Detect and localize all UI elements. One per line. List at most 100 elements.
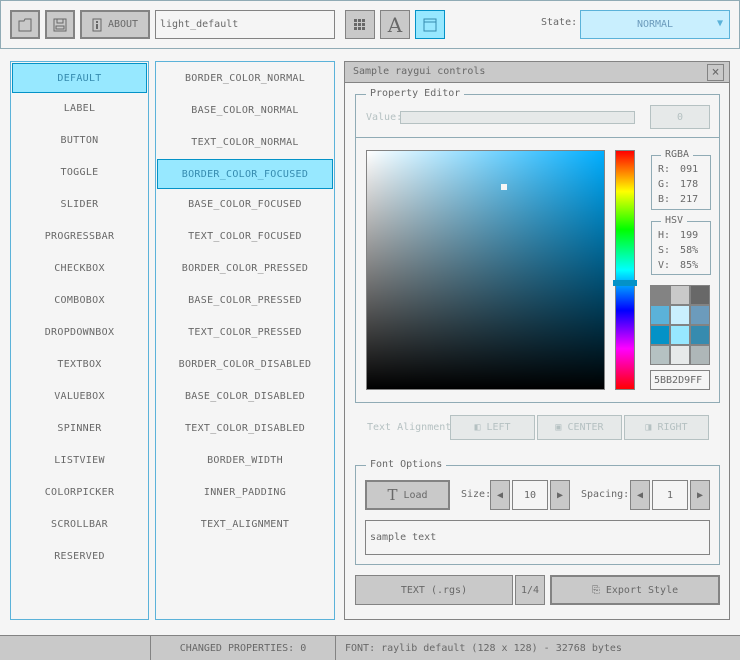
color-panel[interactable] (366, 150, 605, 390)
status-changed-properties: CHANGED PROPERTIES: 0 (151, 636, 336, 660)
spacing-decrement-button[interactable]: ◀ (630, 480, 650, 510)
hue-slider-handle[interactable] (613, 279, 637, 286)
color-swatch (691, 326, 709, 344)
load-label: Load (403, 489, 428, 501)
size-increment-button[interactable]: ▶ (550, 480, 570, 510)
folder-icon (18, 18, 32, 31)
export-text-button[interactable]: TEXT (.rgs) (355, 575, 513, 605)
state-dropdown[interactable]: NORMAL ▼ (580, 10, 730, 39)
color-swatch (691, 346, 709, 364)
property-item[interactable]: BASE_COLOR_NORMAL (191, 104, 299, 116)
export-style-button[interactable]: ⎘ Export Style (550, 575, 720, 605)
property-item[interactable]: TEXT_COLOR_DISABLED (184, 422, 306, 434)
font-toggle[interactable]: A (380, 10, 410, 39)
sample-text-input[interactable]: sample text (365, 520, 710, 555)
property-item[interactable]: BORDER_COLOR_PRESSED (181, 262, 309, 274)
g-value: 178 (680, 179, 699, 190)
grid-icon (354, 18, 365, 30)
s-label: S: (658, 245, 671, 256)
r-label: R: (658, 164, 671, 175)
align-right-button[interactable]: ◨ RIGHT (624, 415, 709, 440)
color-swatch (671, 286, 689, 304)
status-left (0, 636, 151, 660)
property-item[interactable]: TEXT_COLOR_FOCUSED (188, 230, 302, 242)
controls-listview[interactable]: DEFAULT LABEL BUTTON TOGGLE SLIDER PROGRESSBA… (10, 61, 149, 620)
color-swatch (651, 326, 669, 344)
control-item[interactable]: LABEL (63, 103, 96, 114)
size-spinner-value[interactable]: 10 (512, 480, 548, 510)
font-icon: A (387, 12, 403, 37)
close-button[interactable]: × (707, 64, 724, 81)
value-label: Value: (366, 112, 403, 123)
color-cursor[interactable] (501, 183, 508, 190)
style-name-input[interactable]: light_default (155, 10, 335, 39)
color-swatch (671, 306, 689, 324)
control-item[interactable]: DROPDOWNBOX (44, 326, 115, 338)
load-font-button[interactable]: T Load (365, 480, 450, 510)
save-file-button[interactable] (45, 10, 75, 39)
window-toggle[interactable] (415, 10, 445, 39)
property-item[interactable]: BORDER_WIDTH (207, 454, 283, 466)
rgba-title: RGBA (661, 149, 694, 160)
property-item[interactable]: BORDER_COLOR_FOCUSED (157, 159, 333, 189)
control-item[interactable]: TOGGLE (60, 166, 99, 178)
color-swatch (671, 346, 689, 364)
color-swatch (671, 326, 689, 344)
control-item[interactable]: VALUEBOX (54, 390, 105, 402)
align-center-button[interactable]: ▣ CENTER (537, 415, 622, 440)
h-value: 199 (680, 230, 699, 241)
hue-bar[interactable] (613, 150, 637, 390)
about-button[interactable]: ABOUT (80, 10, 150, 39)
hex-input[interactable]: 5BB2D9FF (650, 370, 710, 390)
sample-window: Sample raygui controls × (344, 61, 730, 620)
control-item[interactable]: COMBOBOX (54, 294, 105, 306)
property-item[interactable]: INNER_PADDING (203, 486, 287, 498)
page-indicator: 1/4 (515, 575, 545, 605)
control-item[interactable]: PROGRESSBAR (44, 230, 115, 242)
info-icon (92, 18, 102, 31)
properties-listview[interactable]: BORDER_COLOR_NORMAL BASE_COLOR_NORMAL TEXT… (155, 61, 335, 620)
property-item[interactable]: BASE_COLOR_DISABLED (184, 390, 306, 402)
align-right-icon: ◨ (645, 422, 652, 433)
control-item[interactable]: TEXTBOX (57, 358, 102, 370)
arrow-right-icon: ▶ (556, 489, 564, 501)
grid-toggle[interactable] (345, 10, 375, 39)
spacing-increment-button[interactable]: ▶ (690, 480, 710, 510)
property-item[interactable]: TEXT_COLOR_NORMAL (191, 136, 299, 148)
color-swatch (651, 306, 669, 324)
b-value: 217 (680, 194, 699, 205)
spacing-spinner-value[interactable]: 1 (652, 480, 688, 510)
align-right-label: RIGHT (657, 422, 688, 433)
control-item[interactable]: SLIDER (60, 198, 99, 210)
export-label: Export Style (605, 584, 679, 596)
property-item[interactable]: TEXT_COLOR_PRESSED (188, 326, 302, 338)
align-left-button[interactable]: ◧ LEFT (450, 415, 535, 440)
property-item[interactable]: BORDER_COLOR_DISABLED (178, 358, 312, 370)
control-item[interactable]: DEFAULT (12, 63, 147, 93)
color-swatch (691, 286, 709, 304)
property-item[interactable]: TEXT_ALIGNMENT (200, 518, 290, 530)
property-editor-title: Property Editor (366, 88, 465, 99)
control-item[interactable]: RESERVED (54, 550, 105, 562)
state-label: State: (541, 17, 578, 28)
property-item[interactable]: BASE_COLOR_FOCUSED (188, 199, 302, 210)
control-item[interactable]: SCROLLBAR (51, 518, 108, 530)
font-icon: T (387, 486, 398, 504)
property-item[interactable]: BASE_COLOR_PRESSED (188, 294, 302, 306)
color-swatches (650, 285, 710, 365)
hsv-title: HSV (661, 215, 688, 226)
divider (355, 402, 720, 403)
control-item[interactable]: BUTTON (60, 134, 99, 146)
control-item[interactable]: SPINNER (57, 422, 102, 434)
hsv-group: HSV H: 199 S: 58% V: 85% (651, 215, 711, 275)
value-box[interactable]: 0 (650, 105, 710, 129)
control-item[interactable]: COLORPICKER (44, 486, 115, 498)
open-file-button[interactable] (10, 10, 40, 39)
property-item[interactable]: BORDER_COLOR_NORMAL (184, 72, 306, 84)
control-item[interactable]: LISTVIEW (54, 454, 105, 466)
color-swatch (691, 306, 709, 324)
value-slider[interactable] (400, 111, 635, 124)
b-label: B: (658, 194, 671, 205)
size-decrement-button[interactable]: ◀ (490, 480, 510, 510)
control-item[interactable]: CHECKBOX (54, 262, 105, 274)
